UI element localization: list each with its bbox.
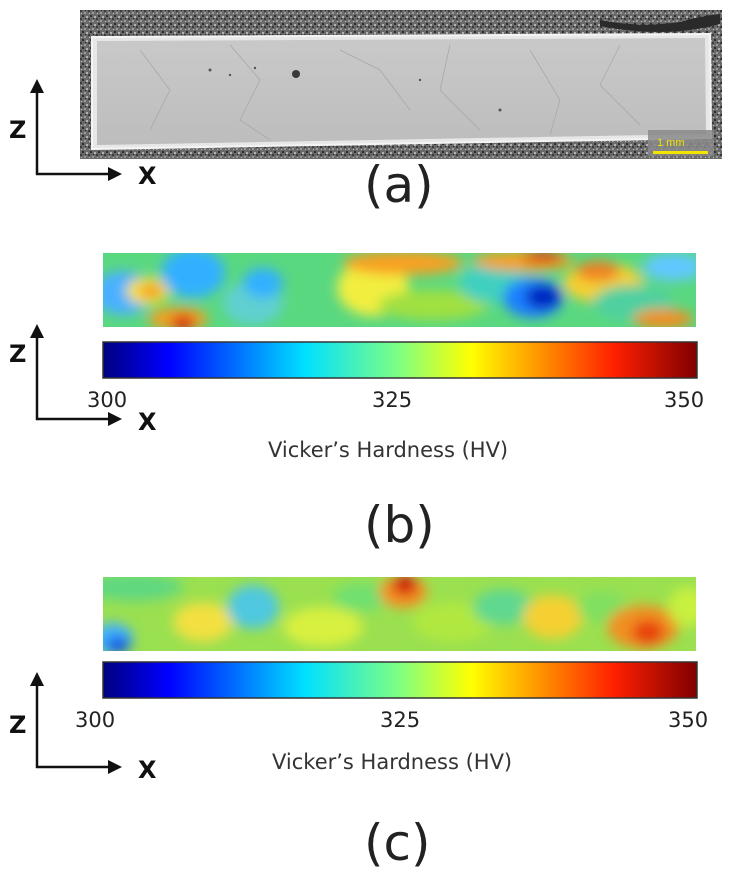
hardness-map-c	[103, 577, 696, 651]
panel-label-a: (a)	[364, 156, 434, 214]
colorbar-b	[102, 341, 698, 379]
scale-bar-label: 1 mm	[657, 137, 685, 149]
colorbar-title: Vicker’s Hardness (HV)	[272, 750, 513, 774]
x-axis-label: X	[138, 408, 157, 436]
colorbar-tick-max: 350	[664, 388, 705, 412]
x-axis-label: X	[138, 162, 157, 190]
axes-arrows-c	[30, 672, 122, 774]
z-axis-label: Z	[9, 340, 27, 368]
colorbar-tick-min: 300	[75, 708, 116, 732]
colorbar-title: Vicker’s Hardness (HV)	[268, 438, 509, 462]
colorbar-tick-mid: 325	[380, 708, 421, 732]
z-axis-label: Z	[9, 711, 27, 739]
colorbar-tick-min: 300	[87, 388, 128, 412]
z-axis-label: Z	[9, 116, 27, 144]
colorbar-tick-mid: 325	[372, 388, 413, 412]
x-axis-label: X	[138, 756, 157, 784]
colorbar-c	[102, 661, 698, 699]
colorbar-tick-max: 350	[668, 708, 709, 732]
micrograph-image	[80, 10, 722, 159]
hardness-map-b	[103, 253, 696, 327]
panel-label-c: (c)	[364, 814, 431, 872]
panel-label-b: (b)	[364, 496, 435, 554]
axes-arrows-b	[30, 324, 122, 426]
scale-bar	[653, 151, 708, 154]
axes-arrows-a	[30, 79, 122, 181]
